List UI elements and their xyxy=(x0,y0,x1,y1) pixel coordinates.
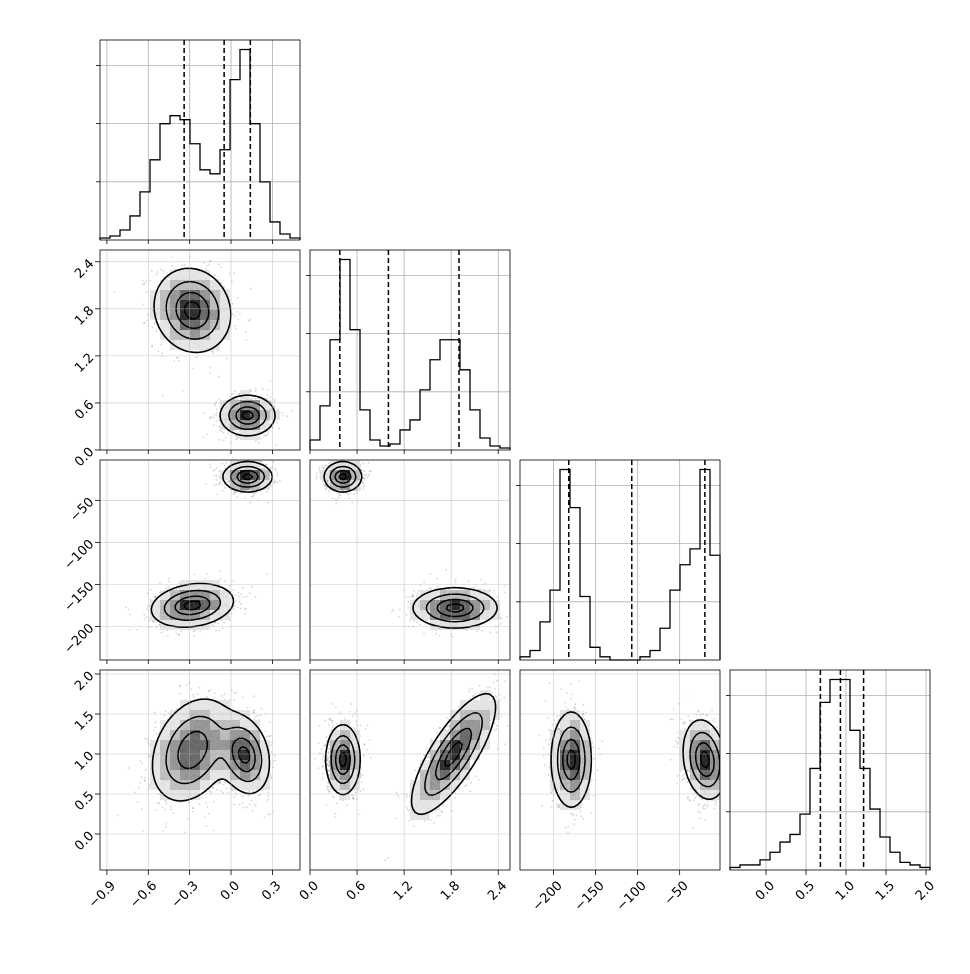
ytick-label-2-0: −200 xyxy=(61,621,97,657)
histogram-panel-1 xyxy=(306,250,510,450)
xtick-label-3-1: 0.5 xyxy=(793,878,818,903)
pair-panel-2-3 xyxy=(520,666,739,870)
xtick-label-1-2: 1.2 xyxy=(391,878,416,903)
histogram-panel-2 xyxy=(516,460,720,660)
ytick-label-3-4: 2.0 xyxy=(72,669,97,694)
pair-panel-0-1 xyxy=(100,250,300,450)
xtick-label-0-1: −0.6 xyxy=(127,878,160,911)
xtick-label-1-0: 0.0 xyxy=(297,878,322,903)
xtick-label-0-4: 0.3 xyxy=(259,878,284,903)
ytick-label-1-4: 2.4 xyxy=(72,256,97,281)
xtick-label-1-4: 2.4 xyxy=(485,878,510,903)
xtick-label-1-3: 1.8 xyxy=(438,878,463,903)
ytick-label-2-1: −150 xyxy=(61,579,97,615)
ytick-label-1-0: 0.0 xyxy=(72,445,97,470)
xtick-label-0-3: 0.0 xyxy=(218,878,243,903)
xtick-label-2-1: −150 xyxy=(572,878,608,914)
pair-panel-0-3 xyxy=(100,670,300,870)
ytick-label-3-2: 1.0 xyxy=(72,749,97,774)
histogram-panel-3 xyxy=(726,670,930,870)
xtick-label-3-3: 1.5 xyxy=(873,878,898,903)
xtick-label-3-4: 2.0 xyxy=(913,878,938,903)
pair-panel-0-2 xyxy=(100,453,300,660)
ytick-label-3-0: 0.0 xyxy=(72,829,97,854)
xtick-label-1-1: 0.6 xyxy=(344,878,369,903)
ytick-label-2-2: −100 xyxy=(61,537,97,573)
xtick-label-0-2: −0.3 xyxy=(169,878,202,911)
pair-panel-1-3 xyxy=(310,641,523,871)
pair-panel-1-2 xyxy=(310,454,526,660)
ytick-label-1-1: 0.6 xyxy=(72,398,97,423)
ytick-label-2-3: −50 xyxy=(67,495,97,525)
ytick-label-3-3: 1.5 xyxy=(72,709,97,734)
xtick-label-2-3: −50 xyxy=(662,878,692,908)
xtick-label-0-0: −0.9 xyxy=(86,878,119,911)
xtick-label-2-2: −100 xyxy=(614,878,650,914)
xtick-label-3-0: 0.0 xyxy=(753,878,778,903)
xtick-label-3-2: 1.0 xyxy=(833,878,858,903)
xtick-label-2-0: −200 xyxy=(530,878,566,914)
ytick-label-3-1: 0.5 xyxy=(72,789,97,814)
ytick-label-1-3: 1.8 xyxy=(72,304,97,329)
histogram-panel-0 xyxy=(96,40,300,240)
ytick-label-1-2: 1.2 xyxy=(72,351,97,376)
